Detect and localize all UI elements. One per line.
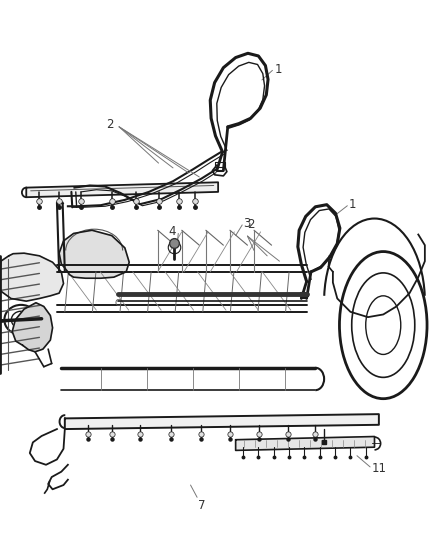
Polygon shape — [236, 437, 374, 450]
Text: 1: 1 — [349, 198, 357, 211]
Polygon shape — [0, 253, 64, 301]
Text: 4: 4 — [169, 225, 176, 238]
Text: 1: 1 — [275, 63, 282, 76]
Text: 3: 3 — [244, 217, 251, 230]
Polygon shape — [65, 414, 379, 429]
Text: C: C — [114, 300, 120, 308]
Text: 7: 7 — [198, 499, 206, 512]
Text: 2: 2 — [247, 218, 255, 231]
Polygon shape — [12, 303, 53, 352]
Text: 11: 11 — [371, 462, 386, 475]
Text: 2: 2 — [106, 118, 114, 131]
Polygon shape — [26, 182, 218, 197]
Polygon shape — [59, 230, 129, 278]
